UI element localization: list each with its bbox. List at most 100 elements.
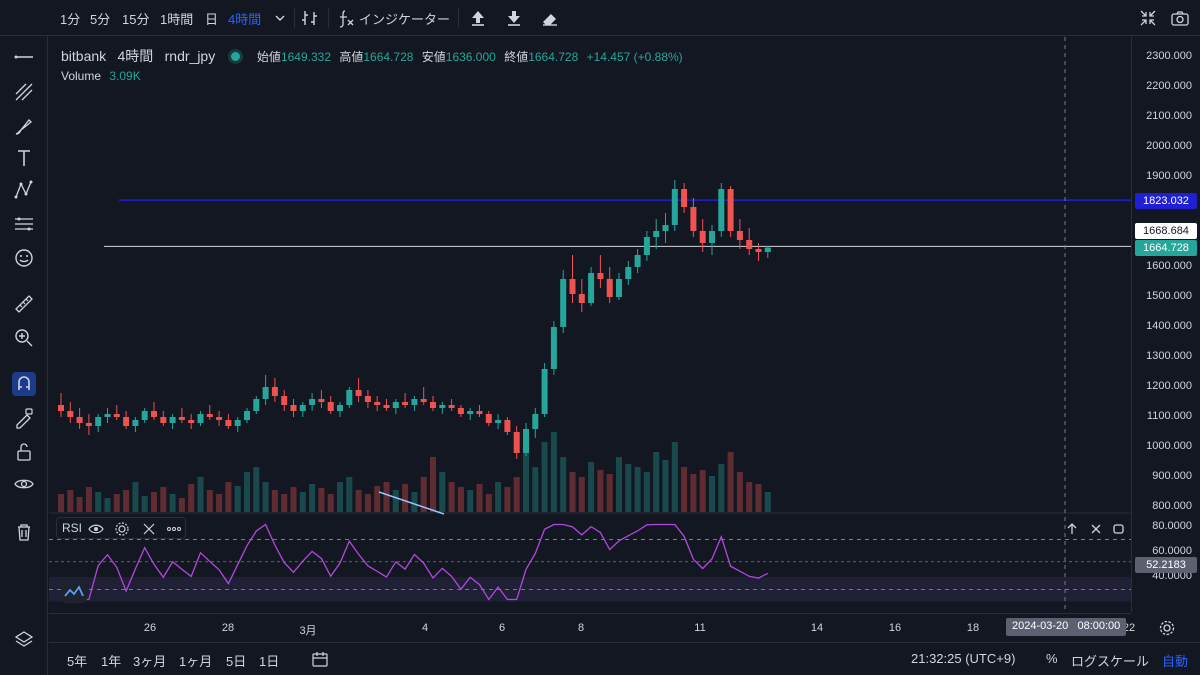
date-range-icon[interactable] [311,650,329,668]
volume-label[interactable]: Volume [61,69,102,83]
candle-body [541,369,548,414]
price-tick-label: 1400.000 [1146,320,1192,332]
legend-exchange[interactable]: bitbank [61,48,107,64]
text-tool-icon[interactable] [12,146,36,170]
range-1y[interactable]: 1年 [101,654,122,669]
candle-body [699,231,706,243]
volume-bar [662,460,669,512]
layers-icon[interactable] [12,628,36,652]
volume-bar [709,476,715,512]
range-5d[interactable]: 5日 [226,654,247,669]
ruler-icon[interactable] [12,292,36,316]
more-icon[interactable] [167,527,181,531]
candle-body [476,411,483,414]
indicators-icon[interactable] [336,8,356,28]
pattern-tool-icon[interactable] [12,178,36,202]
timeframe-15m[interactable]: 15分 [122,12,150,27]
price-tick-label: 1100.000 [1146,410,1192,422]
rsi-line [70,523,769,601]
brush-icon[interactable] [12,114,36,138]
timeframe-4h[interactable]: 4時間 [228,12,262,27]
candle-body [439,405,446,408]
open-value: 1649.332 [280,50,331,64]
timeframe-5m[interactable]: 5分 [90,12,111,27]
axis-settings-icon[interactable] [1157,618,1177,638]
volume-bar [290,487,297,512]
time-tick-label: 16 [888,622,902,634]
candle-body [132,420,139,426]
volume-bar [141,496,148,512]
candle-body [755,249,762,252]
zoom-in-icon[interactable] [12,326,36,350]
download-icon[interactable] [504,8,524,28]
volume-bar [67,490,74,512]
crosshair-time-tag: 2024-03-20 08:00:00 [1006,618,1127,636]
timeframe-1m[interactable]: 1分 [60,12,81,27]
range-1m[interactable]: 1ヶ月 [179,654,213,669]
eye-icon[interactable] [12,472,36,496]
price-tick-label: 1000.000 [1146,440,1192,452]
volume-bar [439,472,446,512]
chart-type-icon[interactable] [300,8,320,28]
eraser-icon[interactable] [540,8,560,28]
time-tick-label: 18 [966,622,980,634]
camera-icon[interactable] [1170,8,1190,28]
volume-bar [550,432,557,512]
low-label: 安値 [421,50,446,64]
crosshair-price-tag: 1668.684 [1135,223,1197,239]
candle-body [234,420,241,426]
legend-interval[interactable]: 4時間 [117,48,154,64]
range-3m[interactable]: 3ヶ月 [133,654,167,669]
chart-canvas[interactable] [49,37,1131,612]
price-axis[interactable]: 2300.000 2200.000 2100.000 2000.000 1900.000… [1131,37,1200,612]
rsi-label[interactable]: RSI [62,521,83,535]
candle-body [606,279,613,297]
volume-bar [523,452,529,512]
legend-symbol[interactable]: rndr_jpy [164,48,216,64]
volume-bar [318,488,325,512]
volume-bar [606,474,613,512]
range-1d[interactable]: 1日 [259,654,280,669]
volume-bar [690,474,697,512]
volume-bar [95,492,102,512]
volume-bar [718,464,725,512]
candle-body [532,414,539,429]
volume-bar [281,494,288,512]
indicators-button[interactable]: インジケーター [359,12,451,27]
gear-icon[interactable] [115,522,129,536]
tradingview-logo-icon[interactable] [61,581,87,603]
price-tick-label: 1500.000 [1146,290,1192,302]
upload-icon[interactable] [468,8,488,28]
log-scale-toggle[interactable]: ログスケール [1071,654,1150,669]
eye-icon[interactable] [88,524,104,534]
prediction-tool-icon[interactable] [12,212,36,236]
magnet-icon[interactable] [12,372,36,396]
close-icon[interactable] [143,523,155,535]
candle-body [95,417,102,426]
top-toolbar: 1分 5分 15分 1時間 日 4時間 インジケーター [0,0,1200,36]
volume-bar [262,482,269,512]
candle-body [337,405,343,411]
volume-bar [495,482,502,512]
timeframe-1h[interactable]: 1時間 [160,12,194,27]
auto-scale-toggle[interactable]: 自動 [1162,654,1189,669]
trend-line-icon[interactable] [12,45,36,69]
chart-pane[interactable]: bitbank 4時間 rndr_jpy 始値1649.332 高値1664.7… [49,37,1131,612]
emoji-icon[interactable] [12,246,36,270]
lock-drawing-icon[interactable] [12,406,36,430]
timeframe-1d[interactable]: 日 [205,12,219,27]
chevron-down-icon[interactable] [270,8,290,28]
candle-body [550,327,557,369]
volume-bar [513,477,520,512]
fullscreen-icon[interactable] [1138,8,1158,28]
trash-icon[interactable] [12,520,36,544]
price-tick-label: 2300.000 [1146,50,1192,62]
percent-toggle[interactable]: % [1046,651,1058,666]
range-5y[interactable]: 5年 [67,654,88,669]
candle-body [85,423,92,426]
unlock-icon[interactable] [12,440,36,464]
clock[interactable]: 21:32:25 (UTC+9) [911,651,1016,666]
fib-tool-icon[interactable] [12,80,36,104]
rsi-tick-label: 40.0000 [1152,570,1192,582]
time-axis[interactable]: 26 28 3月 4 6 8 11 14 16 18 22 2024-03-20 08:00:00 [49,613,1175,641]
